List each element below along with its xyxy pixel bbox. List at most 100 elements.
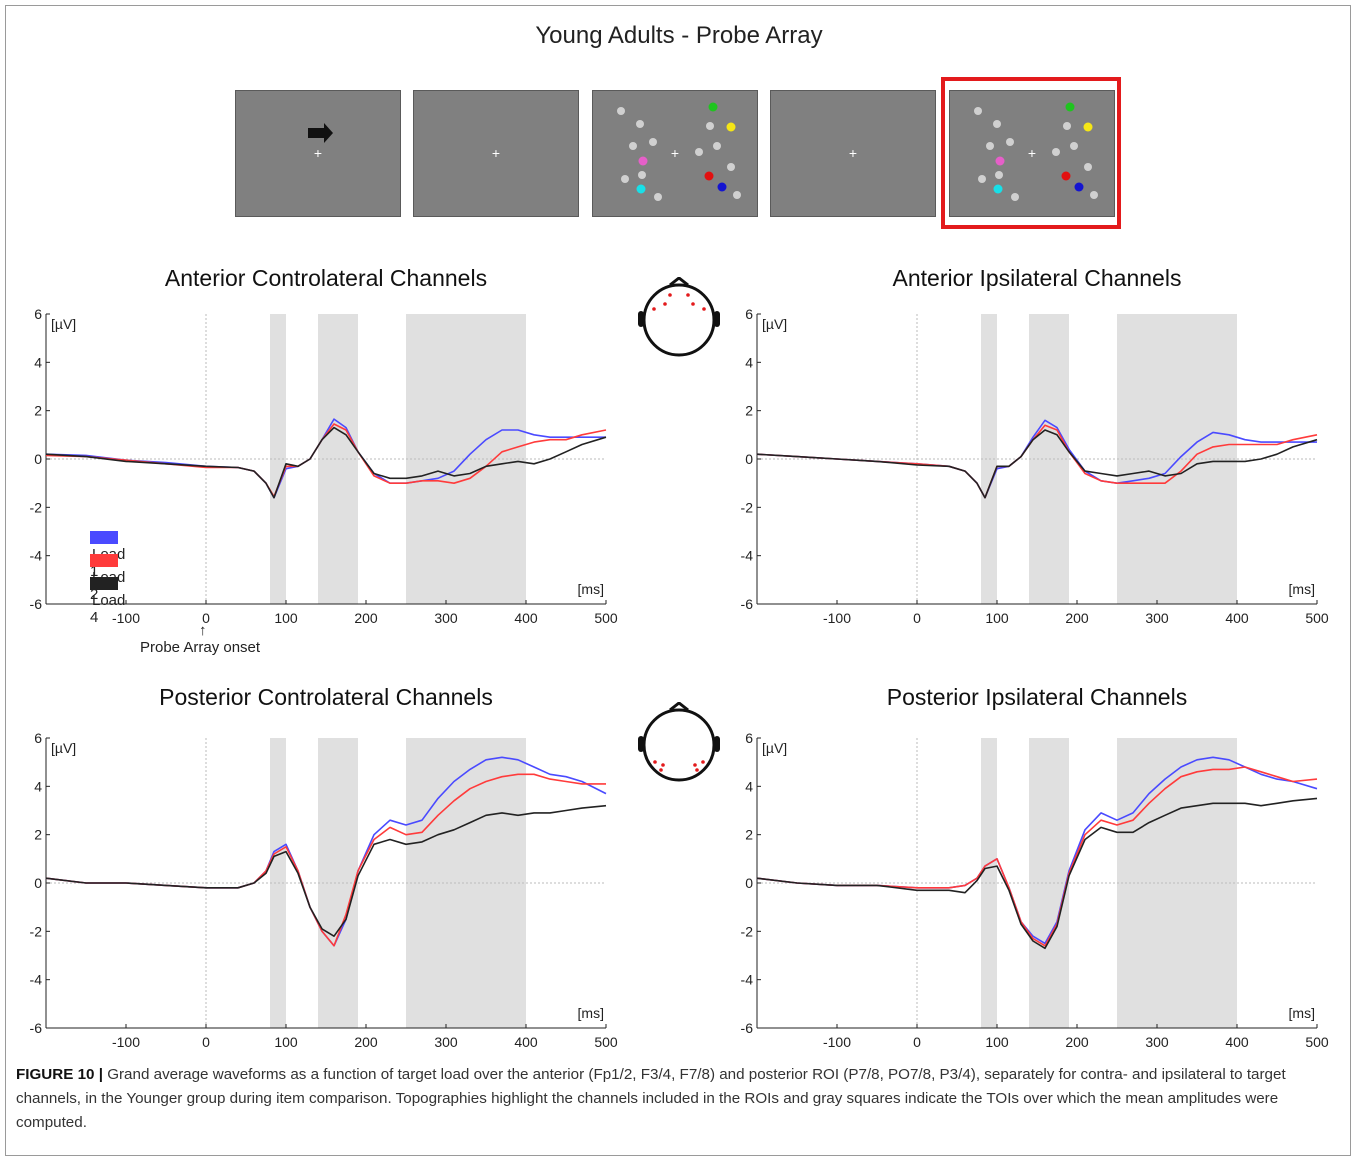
y-tick-label: 4 (34, 778, 42, 794)
x-axis-label: [ms] (1289, 1005, 1315, 1021)
y-tick-label: 0 (34, 875, 42, 891)
onset-annotation: Probe Array onset (140, 639, 261, 656)
legend-label-load4: Load 4 (90, 591, 126, 627)
legend-item-load4: Load 4 (90, 574, 125, 626)
x-tick-label: 300 (434, 610, 458, 626)
chart-posterior-contralateral: -6 -4 -2 0 2 4 6 -100 0 100 200 300 400 500 [µV] [ms] (30, 730, 618, 1050)
y-axis-label: [µV] (51, 740, 76, 756)
legend-swatch-load1 (90, 530, 118, 544)
chart-title-anterior-contra: Anterior Controlateral Channels (164, 265, 488, 291)
stimulus-screen-fixation-2: + (770, 90, 936, 217)
series-line-load-4 (45, 426, 607, 499)
chart-title-posterior-ipsi: Posterior Ipsilateral Channels (886, 684, 1188, 710)
y-tick-label: 6 (745, 730, 753, 746)
x-tick-label: -100 (112, 1034, 140, 1050)
x-tick-label: 300 (1145, 610, 1169, 626)
x-tick-label: 400 (1225, 1034, 1249, 1050)
y-tick-label: 2 (34, 827, 42, 843)
y-tick-label: -2 (741, 923, 754, 939)
y-tick-label: -6 (30, 596, 43, 612)
series-line-load-4 (45, 804, 607, 937)
head-topography-posterior (638, 702, 720, 782)
y-tick-label: -4 (741, 972, 754, 988)
figure-caption: FIGURE 10 | Grand average waveforms as a… (16, 1063, 1341, 1135)
arrow-right-icon (308, 123, 333, 143)
chart-posterior-ipsilateral: -6 -4 -2 0 2 4 6 -100 0 100 200 300 400 500 [µV] [ms] (741, 730, 1329, 1050)
y-tick-label: 0 (745, 875, 753, 891)
chart-anterior-contralateral: -6 -4 -2 0 2 4 6 -100 0 100 200 300 400 500 [µV] [ms] (30, 306, 618, 626)
x-tick-label: 200 (354, 610, 378, 626)
svg-text:+: + (1028, 145, 1036, 161)
x-tick-label: -100 (823, 610, 851, 626)
x-tick-label: 500 (1305, 610, 1329, 626)
x-tick-label: 100 (985, 610, 1009, 626)
y-tick-label: 0 (745, 451, 753, 467)
x-tick-label: 300 (434, 1034, 458, 1050)
x-tick-label: 400 (514, 1034, 538, 1050)
stimulus-screen-cue: + (235, 90, 401, 217)
head-topography-anterior (638, 277, 720, 357)
stimulus-screen-probe-array: + (949, 90, 1115, 217)
y-tick-label: 2 (34, 403, 42, 419)
y-tick-label: -4 (741, 548, 754, 564)
x-axis-label: [ms] (578, 581, 604, 597)
figure-title: Young Adults - Probe Array (535, 22, 823, 49)
y-tick-label: 4 (34, 354, 42, 370)
x-tick-label: 200 (1065, 610, 1089, 626)
y-tick-label: -2 (30, 499, 43, 515)
onset-arrow: ↑ (199, 622, 207, 639)
x-tick-label: 0 (202, 1034, 210, 1050)
x-tick-label: 0 (202, 610, 210, 626)
series-line-load-4 (756, 797, 1318, 950)
fixation-cross: + (492, 145, 500, 161)
x-tick-label: 400 (514, 610, 538, 626)
x-tick-label: 400 (1225, 610, 1249, 626)
chart-anterior-ipsilateral: -6 -4 -2 0 2 4 6 -100 0 100 200 300 400 500 [µV] [ms] (741, 306, 1329, 626)
series-line-load-2 (756, 766, 1318, 947)
x-axis-label: [ms] (1289, 581, 1315, 597)
series-line-load-4 (756, 429, 1318, 499)
y-tick-label: -6 (741, 1020, 754, 1036)
y-tick-label: 4 (745, 354, 753, 370)
fixation-cross: + (314, 145, 322, 161)
y-tick-label: -4 (30, 548, 43, 564)
chart-title-posterior-contra: Posterior Controlateral Channels (159, 684, 493, 710)
x-tick-label: 500 (594, 1034, 618, 1050)
x-axis-label: [ms] (578, 1005, 604, 1021)
y-tick-label: 4 (745, 778, 753, 794)
x-tick-label: 500 (1305, 1034, 1329, 1050)
y-tick-label: -6 (741, 596, 754, 612)
x-tick-label: 0 (913, 1034, 921, 1050)
fixation-cross: + (849, 145, 857, 161)
y-tick-label: -2 (741, 499, 754, 515)
x-tick-label: 100 (985, 1034, 1009, 1050)
x-tick-label: -100 (112, 610, 140, 626)
y-tick-label: 2 (745, 403, 753, 419)
caption-label: FIGURE 10 | (16, 1066, 103, 1083)
y-tick-label: 6 (34, 306, 42, 322)
y-tick-label: -6 (30, 1020, 43, 1036)
x-tick-label: 200 (354, 1034, 378, 1050)
cue-screen-content: + (308, 123, 333, 161)
y-axis-label: [µV] (762, 316, 787, 332)
legend-swatch-load4 (90, 576, 118, 590)
x-tick-label: 300 (1145, 1034, 1169, 1050)
legend-swatch-load2 (90, 553, 118, 567)
x-tick-label: 100 (274, 610, 298, 626)
svg-text:+: + (671, 145, 679, 161)
y-tick-label: 0 (34, 451, 42, 467)
stimulus-screen-fixation-1: + (413, 90, 579, 217)
stimulus-screen-memory-array: + (592, 90, 758, 217)
probe-array-dots: + (974, 102, 1098, 201)
probe-array-highlight (941, 77, 1121, 229)
memory-array-dots: + (617, 102, 741, 201)
y-tick-label: 6 (34, 730, 42, 746)
y-axis-label: [µV] (51, 316, 76, 332)
y-tick-label: -2 (30, 923, 43, 939)
x-tick-label: 500 (594, 610, 618, 626)
y-tick-label: -4 (30, 972, 43, 988)
y-tick-label: 2 (745, 827, 753, 843)
figure-frame (5, 5, 1351, 1156)
x-tick-label: 0 (913, 610, 921, 626)
caption-text: Grand average waveforms as a function of… (16, 1066, 1286, 1131)
